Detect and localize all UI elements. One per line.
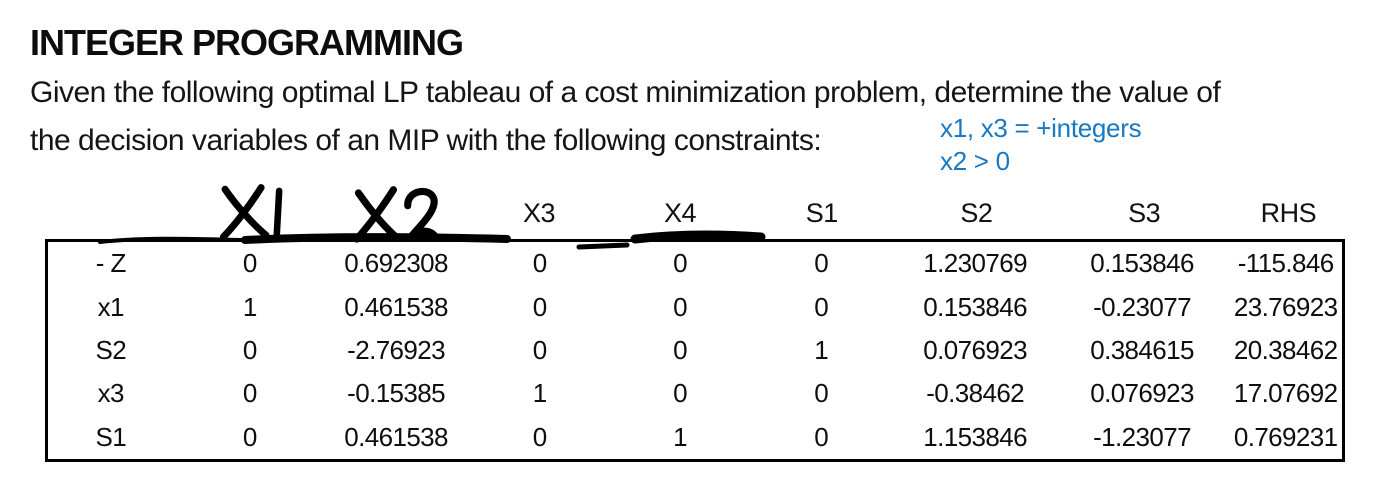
column-header-s1: S1 [805, 198, 839, 228]
column-header-x4: X4 [663, 198, 697, 228]
column-header-x3: X3 [522, 198, 556, 228]
table-cell: 17.07692 [1233, 378, 1338, 409]
row-label: - Z [95, 248, 127, 279]
table-cell: 0 [814, 421, 829, 452]
table-cell: 0.076923 [1090, 378, 1194, 409]
table-cell: 1.153846 [923, 421, 1027, 452]
table-cell: 0 [242, 378, 257, 409]
table-cell: 0 [673, 248, 688, 279]
table-row: S2 0 -2.76923 0 0 1 0.076923 0.384615 20.38462 [48, 329, 1342, 372]
column-header-x2-handwritten [324, 185, 464, 243]
table-cell: 0.692308 [344, 248, 448, 279]
table-cell: 0 [814, 248, 829, 279]
table-cell: -2.76923 [347, 334, 445, 365]
table-cell: 0.769231 [1233, 421, 1338, 452]
table-cell: 0 [532, 291, 547, 322]
column-header-x1-handwritten [171, 183, 324, 241]
table-cell: 0.076923 [923, 334, 1027, 365]
row-label: x3 [97, 378, 125, 409]
row-label: x1 [97, 291, 125, 322]
table-row: - Z 0 0.692308 0 0 0 1.230769 0.153846 -115.846 [48, 242, 1342, 285]
table-cell: -115.846 [1237, 248, 1335, 279]
table-cell: 1 [814, 334, 829, 365]
table-cell: 1 [673, 421, 688, 452]
constraints-annotation: x1, x3 = +integers x2 > 0 [940, 112, 1142, 178]
column-header-s3: S3 [1128, 198, 1161, 228]
tableau-data-box: - Z 0 0.692308 0 0 0 1.230769 0.153846 -115.846 x… [45, 239, 1345, 462]
column-header-s2: S2 [960, 198, 993, 228]
table-cell: -0.38462 [926, 378, 1025, 409]
table-cell: 0 [673, 291, 688, 322]
tableau-header-row: X3 X4 S1 S2 S3 RHS [45, 176, 1345, 243]
table-cell: 1 [532, 378, 547, 409]
row-label: S1 [95, 421, 127, 452]
table-cell: 0 [814, 291, 829, 322]
table-cell: 20.38462 [1233, 334, 1338, 365]
table-cell: -1.23077 [1093, 421, 1191, 452]
tableau-body: - Z 0 0.692308 0 0 0 1.230769 0.153846 -115.846 x… [48, 242, 1342, 459]
table-cell: 0.153846 [1090, 248, 1194, 279]
table-cell: -0.15385 [347, 378, 445, 409]
table-cell: 0 [673, 334, 688, 365]
table-row: S1 0 0.461538 0 1 0 1.153846 -1.23077 0.769231 [48, 416, 1342, 459]
constraint-line-x2: x2 > 0 [940, 146, 1010, 176]
table-cell: -0.23077 [1093, 291, 1191, 322]
table-cell: 0 [532, 334, 547, 365]
table-cell: 0 [814, 378, 829, 409]
table-cell: 0 [242, 334, 257, 365]
intro-text-line2: the decision variables of an MIP with th… [30, 124, 822, 157]
table-row: x1 1 0.461538 0 0 0 0.153846 -0.23077 23.76923 [48, 285, 1342, 328]
intro-text-line1: Given the following optimal LP tableau o… [30, 76, 1221, 109]
page-title: INTEGER PROGRAMMING [30, 22, 464, 63]
table-cell: 0 [532, 248, 547, 279]
handwritten-x1-glyph [219, 184, 283, 241]
table-cell: 1.230769 [923, 248, 1027, 279]
table-cell: 0 [532, 421, 547, 452]
table-cell: 23.76923 [1233, 291, 1338, 322]
handwritten-x2-glyph [352, 186, 439, 243]
table-cell: 0.153846 [923, 291, 1027, 322]
table-row: x3 0 -0.15385 1 0 0 -0.38462 0.076923 17.07692 [48, 372, 1342, 415]
table-cell: 0.461538 [344, 291, 448, 322]
table-cell: 0 [242, 248, 257, 279]
table-cell: 0.384615 [1090, 334, 1194, 365]
table-cell: 0 [242, 421, 257, 452]
column-header-rhs: RHS [1260, 198, 1317, 228]
table-cell: 0.461538 [344, 421, 448, 452]
table-cell: 1 [242, 291, 257, 322]
constraint-line-integers: x1, x3 = +integers [940, 113, 1142, 143]
table-cell: 0 [673, 378, 688, 409]
row-label: S2 [95, 334, 127, 365]
